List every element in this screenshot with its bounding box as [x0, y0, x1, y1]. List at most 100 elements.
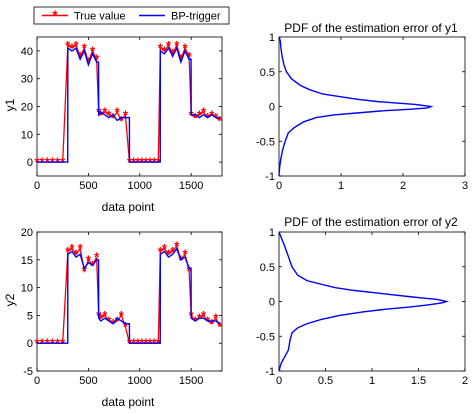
data-point-marker: *: [209, 316, 215, 331]
data-point-marker: *: [115, 313, 121, 328]
data-point-marker: *: [69, 241, 75, 256]
x-tick-label: 0: [276, 375, 282, 387]
data-point-marker: *: [174, 238, 180, 253]
title-pdf-y1: PDF of the estimation error of y1: [284, 21, 458, 35]
y-tick-label: 0.5: [260, 67, 275, 79]
y-tick-label: 10: [21, 129, 33, 141]
data-point-marker: *: [78, 241, 84, 256]
data-point-marker: *: [158, 41, 164, 56]
y-tick-label: 5: [27, 310, 33, 322]
plot-area-pdf-y2: 0 0.5 1 1.5 2 -1 -0.5 0 0.5 1: [256, 227, 468, 387]
legend-marker-true-value: *: [52, 7, 58, 23]
y-tick-label: -5: [23, 366, 33, 378]
y-tick-label: 0.5: [260, 262, 275, 274]
data-point-marker: *: [170, 244, 176, 259]
data-point-marker: *: [158, 244, 164, 259]
x-tick-label: 3: [462, 180, 468, 192]
data-point-marker: *: [187, 49, 193, 64]
data-point-marker: *: [213, 311, 219, 326]
y-tick-label: -0.5: [256, 136, 275, 148]
data-point-marker: *: [197, 107, 203, 122]
legend: * True value BP-trigger: [33, 6, 230, 25]
xlabel-y2: data point: [102, 395, 155, 409]
y-tick-label: 20: [21, 102, 33, 114]
y-tick-label: 1: [269, 32, 275, 44]
data-point-marker: *: [102, 105, 108, 120]
x-tick-label: 1: [338, 180, 344, 192]
y-tick-label: 0: [27, 338, 33, 350]
data-point-marker: *: [90, 43, 96, 58]
x-tick-label: 1: [369, 375, 375, 387]
data-point-marker: *: [65, 38, 71, 53]
series-line-bp-trigger: [37, 46, 220, 163]
y-tick-label: 0: [269, 297, 275, 309]
series-line-bp-trigger: [37, 247, 221, 344]
data-point-marker: *: [94, 52, 100, 67]
data-point-marker: *: [69, 41, 75, 56]
data-point-marker: *: [170, 46, 176, 61]
title-pdf-y2: PDF of the estimation error of y2: [284, 215, 458, 229]
y-tick-label: 15: [21, 255, 33, 267]
ylabel-y1: y1: [3, 98, 17, 111]
data-point-marker: *: [187, 263, 193, 278]
data-point-marker: *: [201, 308, 207, 323]
data-point-marker: *: [82, 41, 88, 56]
y-tick-label: 10: [21, 283, 33, 295]
axes-box: [36, 231, 223, 372]
x-tick-label: 0: [34, 180, 40, 192]
data-point-marker: *: [166, 247, 172, 262]
data-point-marker: *: [174, 38, 180, 53]
x-tick-label: 1500: [179, 375, 203, 387]
data-point-marker: *: [217, 319, 223, 334]
legend-label-true-value: True value: [74, 11, 126, 23]
data-point-marker: *: [182, 41, 188, 56]
xlabel-y1: data point: [102, 200, 155, 214]
data-point-marker: *: [82, 263, 88, 278]
x-tick-label: 1000: [128, 180, 152, 192]
data-point-marker: *: [78, 49, 84, 64]
x-tick-label: 1500: [179, 180, 203, 192]
data-point-marker: *: [119, 308, 125, 323]
x-tick-label: 2: [462, 375, 468, 387]
data-point-marker: *: [123, 107, 129, 122]
series-line-pdf: [278, 36, 434, 177]
y-tick-label: 30: [21, 74, 33, 86]
x-tick-label: 500: [79, 375, 97, 387]
data-point-marker: *: [119, 113, 125, 128]
plot-area-pdf-y1: 0 1 2 3 -1 -0.5 0 0.5 1: [256, 32, 468, 192]
y-tick-label: -1: [265, 171, 275, 183]
y-tick-label: -0.5: [256, 331, 275, 343]
y-tick-label: 1: [269, 227, 275, 239]
legend-label-bp-trigger: BP-trigger: [171, 11, 221, 23]
legend-box: [33, 6, 230, 25]
x-tick-label: 2: [400, 180, 406, 192]
data-point-marker: *: [74, 38, 80, 53]
data-point-marker: *: [162, 43, 168, 58]
data-point-marker: *: [115, 105, 121, 120]
x-tick-label: 500: [79, 180, 97, 192]
data-point-marker: *: [123, 319, 129, 334]
data-point-marker: *: [86, 252, 92, 267]
panel-pdf-y1: PDF of the estimation error of y1 0 1 2 3 -1…: [256, 21, 468, 192]
ylabel-y2: y2: [3, 293, 17, 306]
data-point-marker: *: [217, 113, 223, 128]
data-point-marker: *: [111, 110, 117, 125]
series-line-pdf: [278, 231, 450, 372]
x-tick-label: 1.5: [411, 375, 426, 387]
data-point-marker: *: [182, 247, 188, 262]
data-point-marker: *: [98, 107, 104, 122]
data-point-marker: *: [162, 241, 168, 256]
data-point-marker: *: [106, 107, 112, 122]
data-point-marker: *: [98, 311, 104, 326]
y-tick-label: 0: [269, 102, 275, 114]
data-point-marker: *: [74, 247, 80, 262]
data-point-marker: *: [102, 308, 108, 323]
x-tick-label: 0: [34, 375, 40, 387]
y-tick-label: 0: [27, 157, 33, 169]
